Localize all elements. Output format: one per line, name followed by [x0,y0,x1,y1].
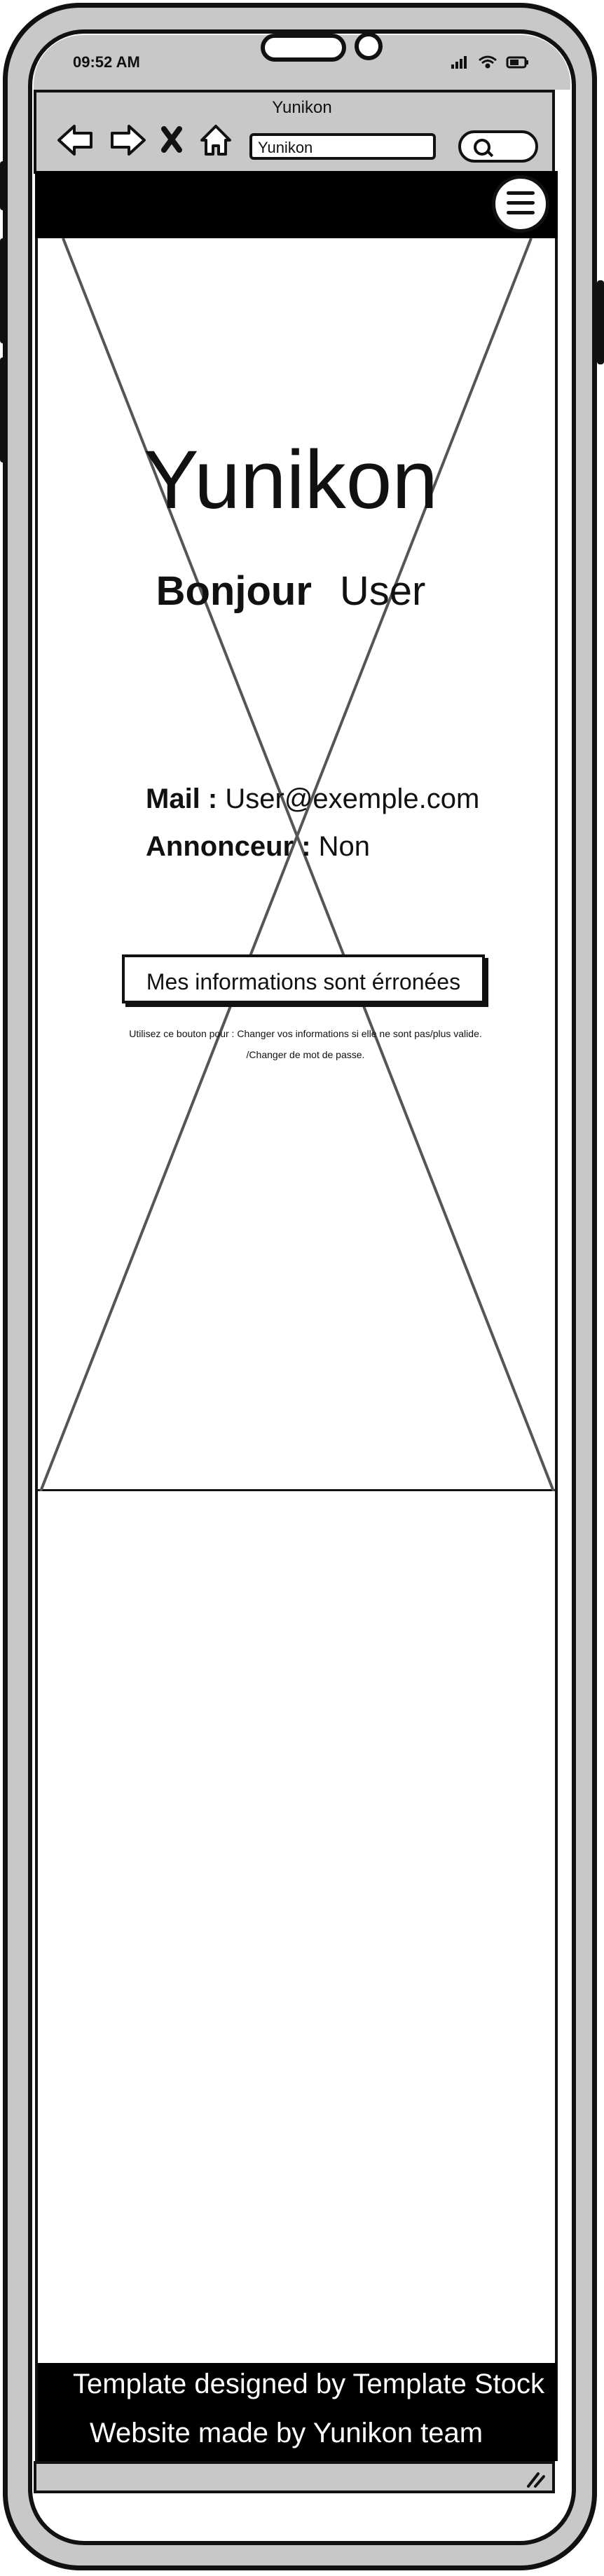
side-button [0,161,7,210]
hamburger-menu-icon[interactable] [492,175,549,233]
wrong-info-button[interactable]: Mes informations sont érronées [122,954,485,1003]
mail-row: Mail : User@exemple.com [146,783,479,815]
advertiser-value: Non [318,831,371,862]
resize-grip-icon[interactable] [524,2468,545,2489]
helper-line: Utilisez ce bouton pour : Changer vos in… [129,1028,482,1039]
helper-text: Utilisez ce bouton pour : Changer vos in… [95,1023,516,1065]
mail-value: User@exemple.com [225,783,480,814]
site-footer [38,2363,556,2461]
brand-title: Yunikon [144,434,438,526]
url-input[interactable]: Yunikon [249,133,436,160]
side-button [597,280,604,364]
advertiser-label: Annonceur : [146,831,311,862]
web-viewport [35,171,558,2461]
status-time: 09:52 AM [73,53,140,71]
back-arrow-icon[interactable] [57,125,92,156]
greeting-label: Bonjour [156,568,312,614]
site-nav-bar [35,171,558,238]
side-button [0,238,7,343]
side-button [0,357,7,463]
signal-icon [451,56,467,69]
camera-icon [355,32,383,60]
advertiser-row: Annonceur : Non [146,831,370,863]
forward-arrow-icon[interactable] [111,125,146,156]
home-icon[interactable] [200,125,231,156]
footer-credit: Template designed by Template Stock [73,2369,544,2399]
footer-credit: Website made by Yunikon team [90,2418,483,2448]
close-icon[interactable] [161,126,182,153]
wifi-icon [479,55,497,69]
greeting-name: User [339,568,426,614]
hero-image-placeholder [38,238,556,1491]
browser-nav-buttons [57,125,231,156]
helper-line: /Changer de mot de passe. [246,1049,365,1060]
battery-icon [506,56,528,69]
placeholder-cross [39,238,555,1491]
browser-title: Yunikon [272,98,332,117]
mail-label: Mail : [146,783,218,814]
search-button[interactable] [458,130,538,163]
search-icon [474,139,490,156]
speaker-notch [261,34,346,62]
status-icons [451,55,528,69]
greeting: Bonjour User [0,568,582,615]
browser-bottom-bar [34,2461,555,2493]
